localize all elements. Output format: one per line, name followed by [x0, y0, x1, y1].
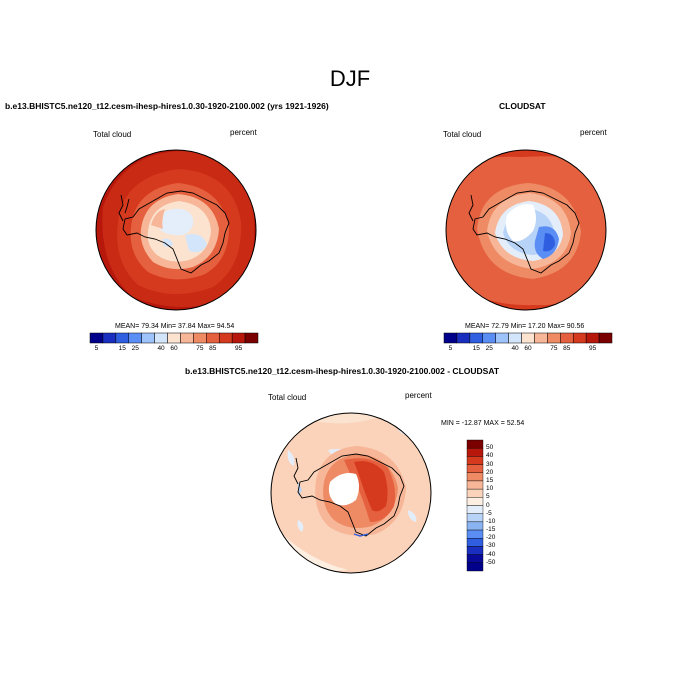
colorbar-swatch: [115, 332, 130, 344]
colorbar-swatch: [466, 456, 484, 465]
colorbar-swatch: [469, 332, 484, 344]
colorbar-tick-label: 50: [486, 444, 494, 452]
colorbar-tick-label: 15: [472, 345, 480, 352]
left-panel-units-label: percent: [230, 128, 257, 137]
colorbar-swatch: [193, 332, 207, 344]
left-colorbar: [89, 332, 259, 344]
colorbar-swatch: [521, 332, 535, 344]
colorbar-swatch: [167, 332, 181, 344]
diff-panel-stats: MIN = -12.87 MAX = 52.54: [441, 420, 525, 427]
colorbar-tick-label: -30: [486, 542, 496, 550]
colorbar-swatch: [466, 439, 484, 449]
colorbar-tick-label: 75: [196, 345, 204, 352]
colorbar-tick-label: 0: [486, 501, 490, 509]
colorbar-tick-label: 15: [486, 476, 494, 484]
colorbar-swatch: [231, 332, 246, 344]
colorbar-tick-label: 5: [448, 345, 453, 352]
colorbar-swatch: [466, 538, 484, 547]
colorbar-tick-label: 40: [511, 345, 519, 352]
colorbar-swatch: [128, 332, 142, 344]
colorbar-tick-label: 5: [94, 345, 99, 352]
colorbar-swatch: [141, 332, 155, 344]
colorbar-swatch: [466, 529, 484, 539]
figure-title: DJF: [329, 66, 371, 91]
colorbar-swatch: [206, 332, 220, 344]
colorbar-tick-label: -50: [486, 558, 496, 566]
colorbar-tick-label: 30: [486, 460, 494, 468]
colorbar-swatch: [466, 513, 484, 523]
colorbar-tick-label: -40: [486, 550, 496, 558]
colorbar-swatch: [443, 332, 458, 344]
colorbar-tick-label: 20: [486, 468, 494, 476]
colorbar-tick-label: -20: [486, 534, 496, 542]
right-panel-units-label: percent: [580, 128, 607, 137]
left-panel-subtitle: b.e13.BHISTC5.ne120_t12.cesm-ihesp-hires…: [5, 101, 329, 111]
colorbar-swatch: [495, 332, 509, 344]
colorbar-swatch: [560, 332, 574, 344]
colorbar-tick-label: 85: [563, 345, 571, 352]
diff-polar-map: [270, 412, 432, 574]
colorbar-swatch: [466, 554, 484, 564]
colorbar-swatch: [508, 332, 522, 344]
right-panel-stats: MEAN= 72.79 Min= 17.20 Max= 90.56: [465, 323, 585, 330]
colorbar-swatch: [466, 562, 484, 572]
colorbar-swatch: [466, 546, 484, 555]
left-panel-stats: MEAN= 79.34 Min= 37.84 Max= 94.54: [115, 323, 235, 330]
colorbar-tick-label: 5: [486, 493, 490, 501]
colorbar-swatch: [102, 332, 117, 344]
diff-panel-variable-label: Total cloud: [268, 393, 307, 402]
colorbar-swatch: [466, 472, 484, 482]
diff-panel-units-label: percent: [405, 391, 432, 400]
colorbar-tick-label: 25: [485, 345, 493, 352]
left-panel-variable-label: Total cloud: [93, 130, 132, 139]
colorbar-swatch: [456, 332, 471, 344]
right-panel-subtitle: CLOUDSAT: [499, 101, 546, 111]
colorbar-swatch: [89, 332, 104, 344]
colorbar-swatch: [482, 332, 496, 344]
colorbar-swatch: [466, 505, 484, 514]
colorbar-swatch: [534, 332, 548, 344]
colorbar-tick-label: 60: [524, 345, 532, 352]
diff-panel-subtitle: b.e13.BHISTC5.ne120_t12.cesm-ihesp-hires…: [185, 366, 500, 376]
colorbar-swatch: [466, 447, 484, 457]
colorbar-tick-label: 25: [131, 345, 139, 352]
colorbar-tick-label: 60: [170, 345, 178, 352]
colorbar-swatch: [180, 332, 194, 344]
colorbar-swatch: [585, 332, 600, 344]
colorbar-swatch: [218, 332, 233, 344]
colorbar-tick-label: 40: [486, 452, 494, 460]
colorbar-tick-label: 95: [588, 345, 597, 352]
colorbar-swatch: [466, 497, 484, 506]
colorbar-tick-label: -10: [486, 517, 496, 525]
colorbar-tick-label: 10: [486, 485, 494, 493]
colorbar-swatch: [466, 464, 484, 473]
colorbar-swatch: [598, 332, 613, 344]
left-polar-map: [95, 149, 257, 311]
colorbar-swatch: [244, 332, 259, 344]
right-polar-map: [445, 149, 607, 311]
colorbar-tick-label: -15: [486, 526, 496, 534]
diff-colorbar: [466, 439, 484, 572]
colorbar-swatch: [572, 332, 587, 344]
colorbar-tick-label: 40: [157, 345, 165, 352]
colorbar-swatch: [466, 521, 484, 531]
colorbar-swatch: [547, 332, 561, 344]
colorbar-swatch: [154, 332, 168, 344]
colorbar-swatch: [466, 480, 484, 490]
right-colorbar: [443, 332, 613, 344]
colorbar-tick-label: -5: [486, 509, 492, 517]
colorbar-tick-label: 15: [118, 345, 126, 352]
colorbar-tick-label: 75: [550, 345, 558, 352]
colorbar-swatch: [466, 488, 484, 498]
colorbar-tick-label: 95: [234, 345, 243, 352]
right-panel-variable-label: Total cloud: [443, 130, 482, 139]
colorbar-tick-label: 85: [209, 345, 217, 352]
